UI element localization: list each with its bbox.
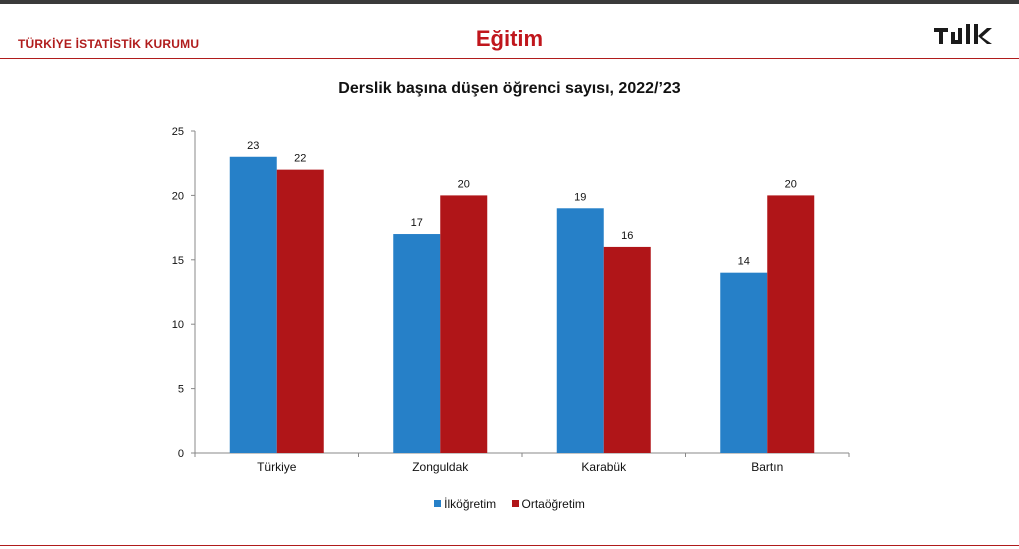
data-label: 14	[738, 256, 750, 268]
legend-swatch-ilkogretim	[434, 500, 442, 507]
bar	[720, 272, 768, 453]
data-label: 19	[574, 191, 586, 203]
bar	[229, 156, 277, 453]
data-label: 20	[458, 178, 470, 190]
footer-divider	[0, 545, 1019, 546]
legend-label-ortaogretim: Ortaöğretim	[521, 496, 585, 511]
legend-label-ilkogretim: İlköğretim	[444, 496, 497, 511]
section-title: Eğitim	[475, 26, 544, 51]
bar	[393, 234, 441, 453]
y-tick-label: 15	[172, 255, 184, 267]
data-label: 17	[411, 217, 423, 229]
y-tick-label: 10	[172, 319, 184, 331]
x-tick-label: Bartın	[751, 460, 783, 474]
org-name: TÜRKİYE İSTATİSTİK KURUMU	[18, 37, 200, 51]
data-label: 22	[294, 153, 306, 165]
data-label: 20	[785, 178, 797, 190]
y-tick-label: 5	[178, 384, 184, 396]
header-divider	[0, 58, 1019, 59]
tuik-logo	[934, 24, 992, 44]
bar	[276, 169, 324, 453]
x-tick-label: Türkiye	[257, 460, 297, 474]
x-tick-label: Karabük	[581, 460, 627, 474]
legend-swatch-ortaogretim	[511, 500, 519, 507]
chart-legend: İlköğretim Ortaöğretim	[0, 496, 1019, 511]
legend-item-ilkogretim: İlköğretim	[434, 497, 496, 511]
bar	[556, 208, 604, 453]
data-label: 23	[247, 140, 259, 152]
x-tick-label: Zonguldak	[412, 460, 469, 474]
legend-item-ortaogretim: Ortaöğretim	[511, 496, 585, 511]
y-tick-label: 0	[178, 448, 184, 460]
data-label: 16	[621, 230, 633, 242]
y-tick-label: 20	[172, 190, 184, 202]
top-bar	[0, 0, 1019, 4]
bar	[767, 195, 815, 453]
chart-title: Derslik başına düşen öğrenci sayısı, 202…	[338, 80, 681, 97]
bar	[603, 246, 651, 453]
bar	[440, 195, 488, 453]
y-tick-label: 25	[172, 126, 184, 138]
